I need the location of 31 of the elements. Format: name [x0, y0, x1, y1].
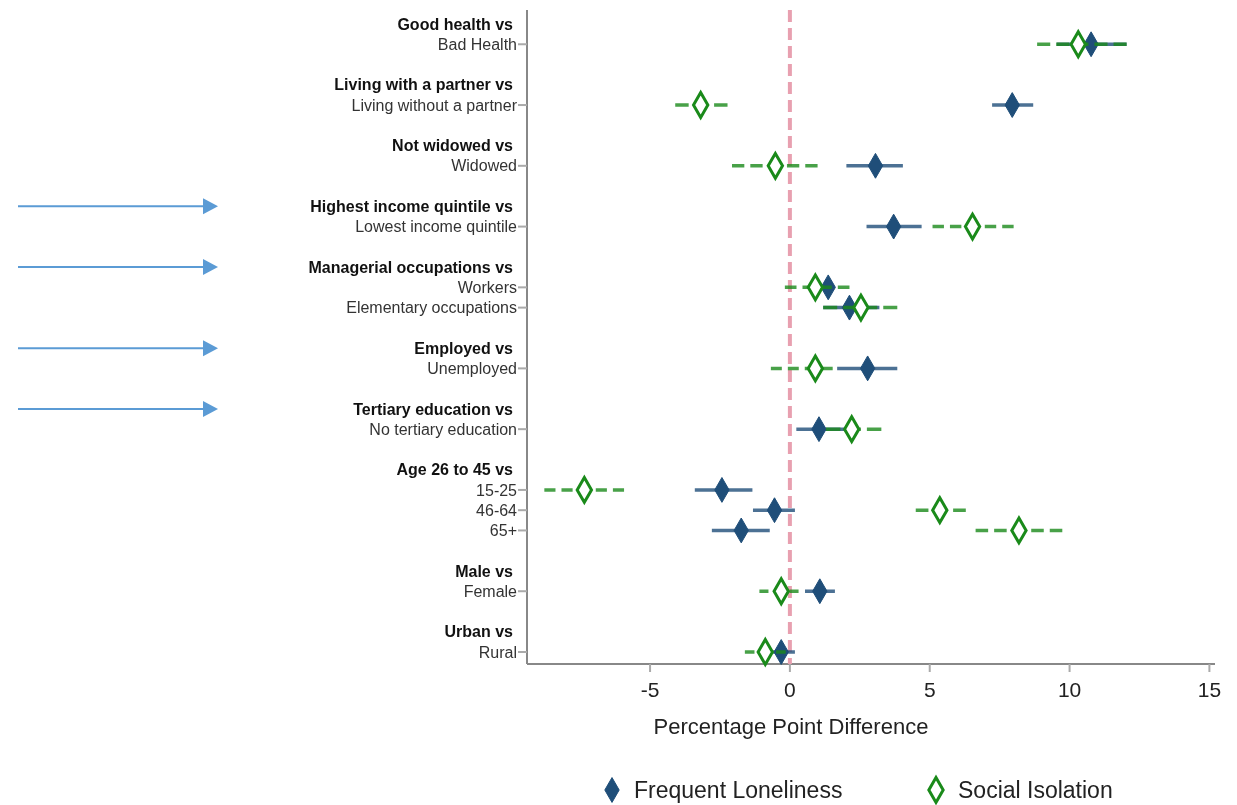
y-tick-label: Unemployed — [427, 359, 517, 377]
x-tick-label: 10 — [1057, 678, 1082, 701]
y-tick-label: Workers — [457, 278, 517, 296]
x-tick-label: 5 — [923, 678, 936, 701]
y-tick-label: Urban vs — [444, 623, 514, 641]
y-tick-label: Employed vs — [414, 339, 514, 357]
y-tick-label: Elementary occupations — [346, 299, 517, 317]
y-tick-label: Highest income quintile vs — [310, 197, 514, 215]
x-tick-label: -5 — [640, 678, 660, 701]
y-tick-label: Good health vs — [397, 15, 514, 33]
y-tick-label: Not widowed vs — [392, 137, 514, 155]
legend-label: Frequent Loneliness — [634, 777, 843, 804]
y-tick-label: Female — [463, 582, 518, 600]
y-tick-label: Tertiary education vs — [353, 400, 514, 418]
y-tick-label: Age 26 to 45 vs — [396, 461, 514, 479]
y-tick-label: Managerial occupations vs — [308, 258, 514, 276]
y-tick-label: Lowest income quintile — [355, 218, 518, 236]
y-tick-label: Male vs — [455, 562, 514, 580]
y-tick-label: No tertiary education — [369, 420, 517, 438]
x-tick-label: 15 — [1197, 678, 1222, 701]
y-tick-label: 15-25 — [476, 481, 518, 499]
y-tick-label: 46-64 — [476, 501, 518, 519]
y-tick-label: Rural — [478, 643, 517, 661]
x-axis-title: Percentage Point Difference — [653, 714, 929, 739]
y-tick-label: 65+ — [489, 522, 517, 540]
x-tick-label: 0 — [784, 678, 796, 701]
y-tick-label: Living with a partner vs — [334, 76, 514, 94]
y-tick-label: Widowed — [451, 157, 517, 175]
y-tick-label: Bad Health — [437, 35, 517, 53]
legend-label: Social Isolation — [958, 777, 1113, 804]
y-tick-label: Living without a partner — [351, 96, 518, 114]
